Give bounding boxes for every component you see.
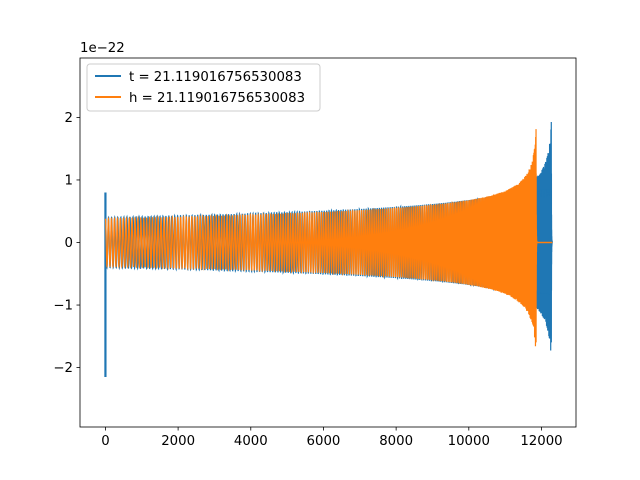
- y-tick-label: 2: [65, 111, 73, 126]
- x-tick-label: 12000: [520, 434, 562, 449]
- y-tick-label: 1: [65, 173, 73, 188]
- x-tick-label: 0: [101, 434, 109, 449]
- legend-label-t: t = 21.119016756530083: [129, 70, 302, 85]
- legend-box: [86, 63, 321, 112]
- plot-area: [104, 122, 553, 377]
- x-axis: 0 2000 4000 6000 8000 10000 12000: [101, 427, 563, 449]
- legend: t = 21.119016756530083 h = 21.1190167565…: [86, 63, 321, 112]
- x-tick-label: 2000: [161, 434, 195, 449]
- x-tick-label: 6000: [307, 434, 341, 449]
- x-tick-label: 4000: [234, 434, 268, 449]
- series-line-h: [104, 129, 538, 347]
- x-tick-label: 10000: [448, 434, 490, 449]
- series-line-t-tail: [536, 189, 552, 295]
- y-offset-label: 1e−22: [80, 41, 125, 56]
- y-tick-label: −2: [53, 361, 73, 376]
- legend-label-h: h = 21.119016756530083: [129, 91, 305, 106]
- y-tick-label: −1: [53, 299, 73, 314]
- x-tick-label: 8000: [379, 434, 413, 449]
- y-tick-label: 0: [65, 236, 73, 251]
- y-axis: −2 −1 0 1 2: [53, 111, 80, 376]
